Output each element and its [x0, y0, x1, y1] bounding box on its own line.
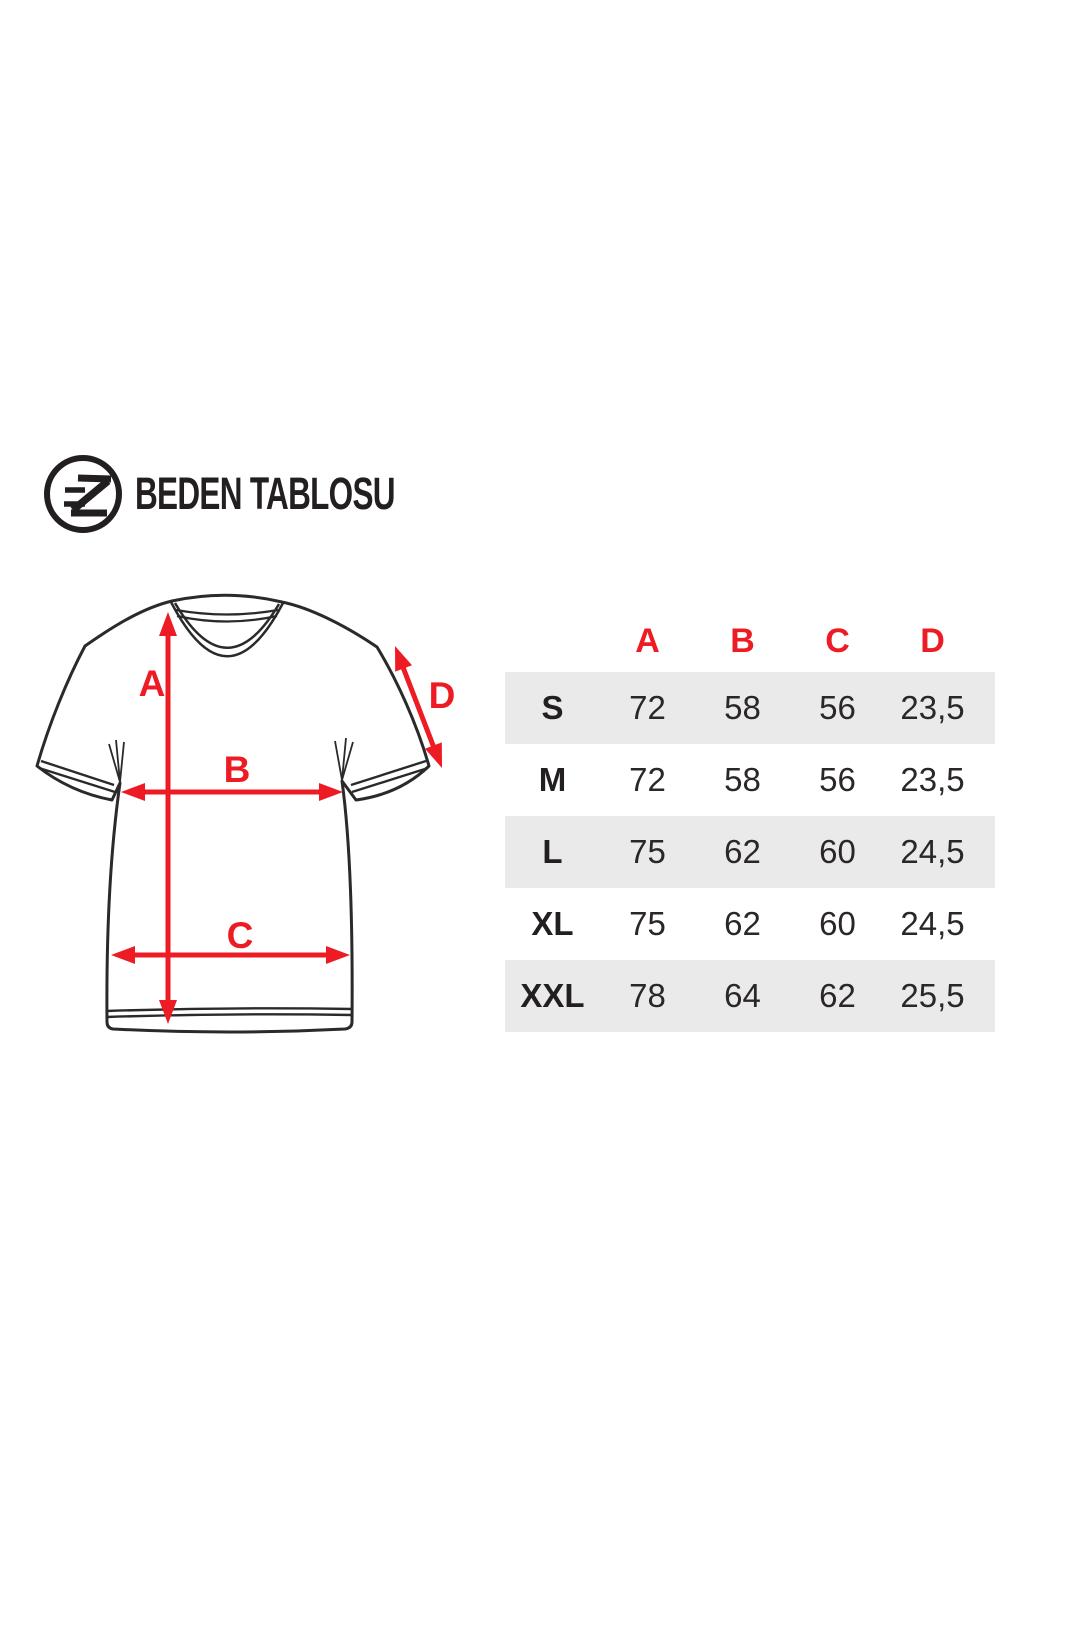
- measure-label-d: D: [429, 675, 456, 716]
- value-cell: 24,5: [900, 833, 965, 870]
- value-cell: 72: [629, 689, 666, 726]
- size-table: A B C D S 72 58 56 23,5 M 72 58 56 23,5 …: [505, 610, 995, 1032]
- brand-header: BEDEN TABLOSU: [44, 454, 506, 534]
- size-label: S: [541, 689, 564, 726]
- measure-arrow-d: [395, 646, 442, 768]
- column-header-c: C: [825, 621, 850, 660]
- table-row-l: L 75 62 60 24,5: [505, 816, 995, 888]
- value-cell: 25,5: [900, 977, 965, 1014]
- value-cell: 72: [629, 761, 666, 798]
- tshirt-outline: [35, 593, 431, 1034]
- column-header-a: A: [635, 621, 660, 660]
- value-cell: 78: [629, 977, 666, 1014]
- z-monogram-glyph: [64, 474, 112, 517]
- armpit-crease-marks: [108, 737, 354, 783]
- value-cell: 60: [819, 905, 856, 942]
- table-row-xl: XL 75 62 60 24,5: [505, 888, 995, 960]
- size-label: XXL: [520, 977, 585, 1014]
- measure-arrow-b: [121, 783, 343, 801]
- measure-arrow-c: [111, 946, 350, 964]
- measure-arrow-a: [159, 612, 177, 1024]
- table-row-xxl: XXL 78 64 62 25,5: [505, 960, 995, 1032]
- size-label: M: [538, 761, 567, 798]
- page-title: BEDEN TABLOSU: [135, 468, 396, 519]
- value-cell: 58: [724, 689, 761, 726]
- column-header-d: D: [920, 621, 945, 660]
- value-cell: 64: [724, 977, 761, 1014]
- measure-label-b: B: [224, 749, 251, 790]
- table-row-m: M 72 58 56 23,5: [505, 744, 995, 816]
- value-cell: 62: [724, 905, 761, 942]
- size-label: L: [542, 833, 563, 870]
- sleeve-cuff-lines: [38, 759, 429, 794]
- size-label: XL: [531, 905, 574, 942]
- value-cell: 75: [629, 905, 666, 942]
- value-cell: 60: [819, 833, 856, 870]
- value-cell: 58: [724, 761, 761, 798]
- collar-detail: [169, 601, 285, 658]
- value-cell: 24,5: [900, 905, 965, 942]
- table-row-s: S 72 58 56 23,5: [505, 672, 995, 744]
- value-cell: 23,5: [900, 761, 965, 798]
- measure-label-c: C: [227, 915, 254, 956]
- measure-label-a: A: [139, 663, 166, 704]
- tshirt-measurement-diagram: A B C D: [35, 593, 456, 1034]
- value-cell: 75: [629, 833, 666, 870]
- size-table-header-row: A B C D: [505, 610, 995, 672]
- value-cell: 56: [819, 689, 856, 726]
- bottom-hem-lines: [106, 1007, 353, 1019]
- value-cell: 62: [819, 977, 856, 1014]
- value-cell: 56: [819, 761, 856, 798]
- column-header-b: B: [730, 621, 755, 660]
- value-cell: 23,5: [900, 689, 965, 726]
- z-monogram-icon: [44, 455, 122, 533]
- value-cell: 62: [724, 833, 761, 870]
